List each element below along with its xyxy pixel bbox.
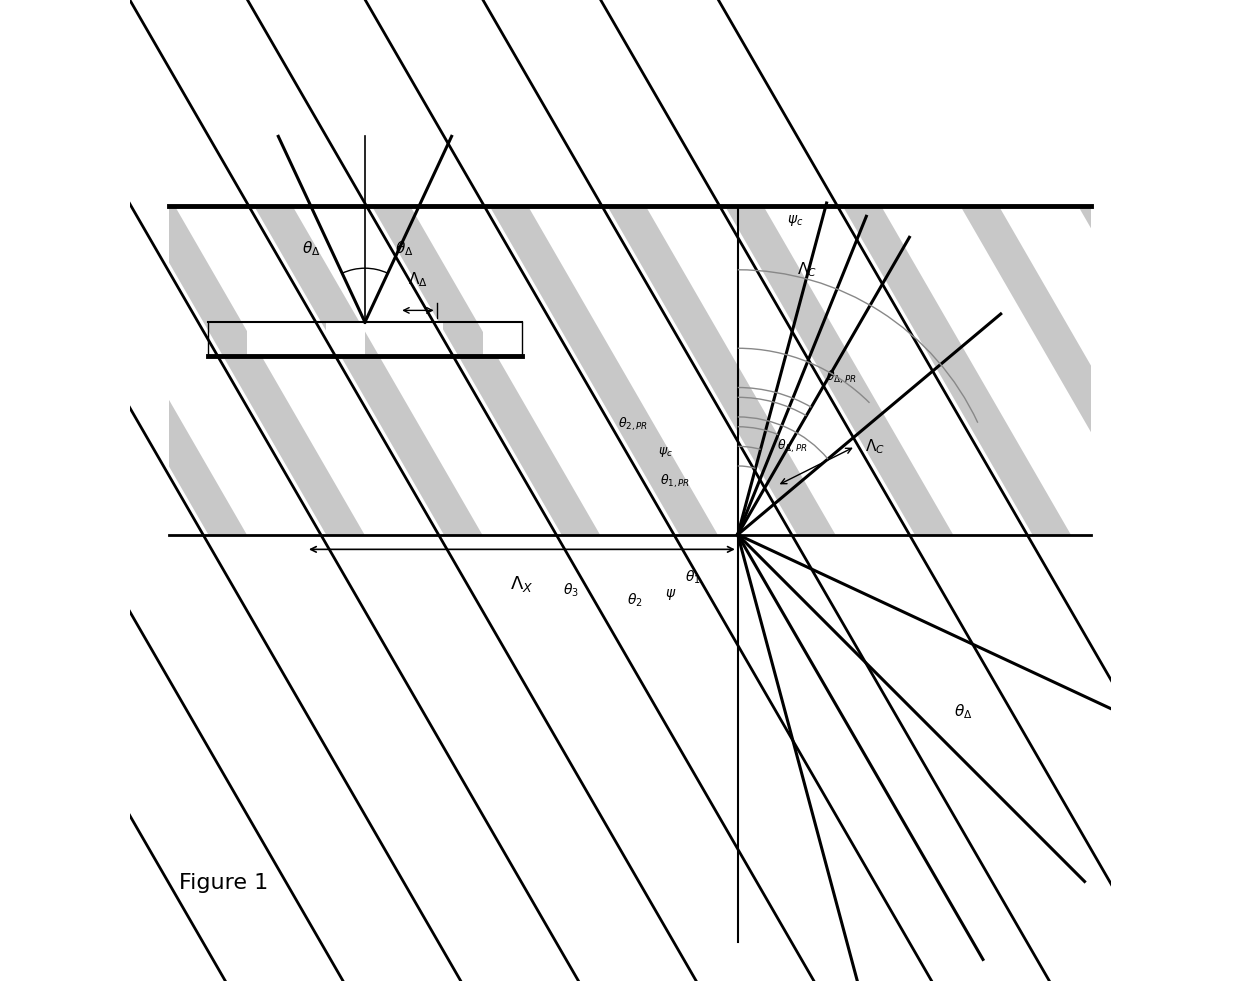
Polygon shape — [0, 0, 474, 981]
Text: $\theta_3$: $\theta_3$ — [563, 582, 579, 599]
Polygon shape — [806, 0, 1240, 981]
Text: $\psi_c$: $\psi_c$ — [657, 444, 672, 459]
Polygon shape — [0, 0, 591, 981]
Polygon shape — [0, 0, 238, 981]
FancyBboxPatch shape — [404, 322, 444, 356]
Text: $\theta_{1,PR}$: $\theta_{1,PR}$ — [660, 472, 691, 490]
FancyBboxPatch shape — [482, 322, 522, 356]
Polygon shape — [453, 0, 1240, 981]
Polygon shape — [99, 0, 944, 981]
Text: $\theta_\Delta$: $\theta_\Delta$ — [301, 239, 320, 258]
FancyBboxPatch shape — [208, 322, 247, 356]
Text: $\theta_{\Delta,PR}$: $\theta_{\Delta,PR}$ — [826, 369, 857, 387]
Text: $\psi$: $\psi$ — [666, 587, 677, 601]
Polygon shape — [335, 0, 1179, 981]
Bar — [169, 206, 1091, 535]
FancyBboxPatch shape — [365, 322, 404, 356]
Text: $\Lambda_X$: $\Lambda_X$ — [510, 574, 533, 594]
Text: $\theta_\Delta$: $\theta_\Delta$ — [394, 239, 413, 258]
Text: Figure 1: Figure 1 — [179, 873, 268, 893]
Polygon shape — [688, 0, 1240, 981]
Text: $\Lambda_C$: $\Lambda_C$ — [796, 260, 817, 280]
FancyBboxPatch shape — [286, 322, 326, 356]
Text: $\psi_c$: $\psi_c$ — [786, 213, 804, 229]
FancyBboxPatch shape — [326, 322, 365, 356]
Text: $\theta_{\Delta,PR}$: $\theta_{\Delta,PR}$ — [777, 438, 807, 455]
Text: $\Lambda_\Delta$: $\Lambda_\Delta$ — [408, 270, 428, 288]
Polygon shape — [0, 0, 708, 981]
Polygon shape — [570, 0, 1240, 981]
Text: $\theta_1$: $\theta_1$ — [686, 569, 701, 586]
FancyBboxPatch shape — [247, 322, 286, 356]
Text: $\theta_2$: $\theta_2$ — [627, 592, 644, 609]
FancyBboxPatch shape — [444, 322, 482, 356]
Polygon shape — [0, 0, 826, 981]
Text: $\theta_\Delta$: $\theta_\Delta$ — [954, 701, 972, 721]
Text: $\Lambda_C$: $\Lambda_C$ — [866, 437, 885, 456]
Polygon shape — [0, 0, 356, 981]
Polygon shape — [217, 0, 1061, 981]
Text: $\theta_{2,PR}$: $\theta_{2,PR}$ — [618, 415, 647, 433]
